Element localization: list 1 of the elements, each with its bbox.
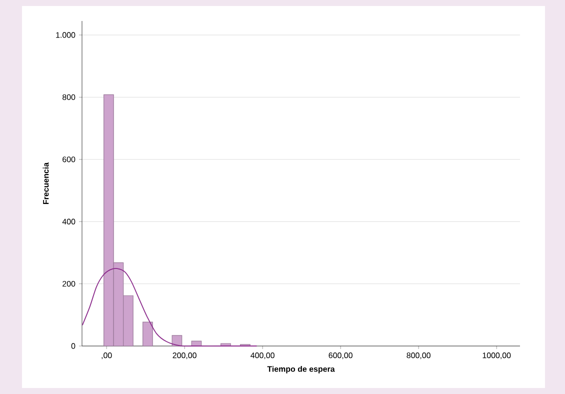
line-series	[82, 268, 258, 346]
